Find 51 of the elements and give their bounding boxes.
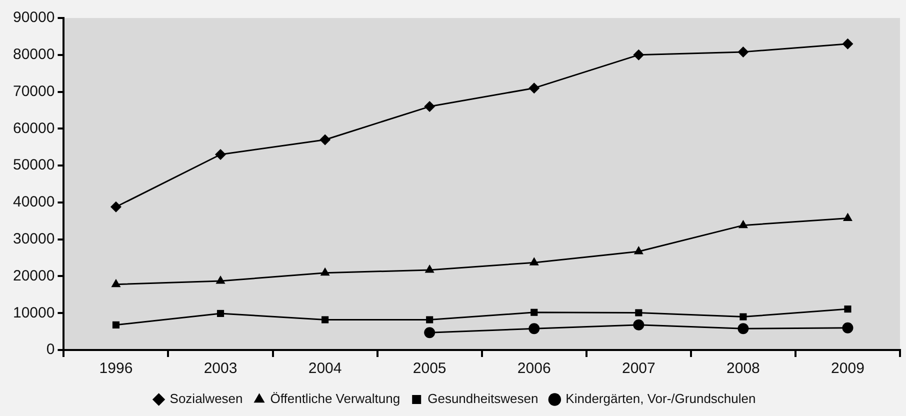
point <box>633 49 644 60</box>
point <box>633 319 644 330</box>
x-tick-label: 2009 <box>831 360 864 378</box>
y-tick-label: 0 <box>46 341 55 358</box>
point <box>842 38 854 50</box>
point <box>529 257 539 266</box>
point <box>842 212 852 222</box>
y-tick-label: 30000 <box>12 230 55 248</box>
x-tick-label: 2008 <box>726 360 760 378</box>
point <box>528 323 540 334</box>
point <box>424 101 436 112</box>
point <box>424 327 436 338</box>
x-tick-label: 2004 <box>308 360 342 378</box>
y-tick-label: 20000 <box>12 267 55 284</box>
x-tick-label: 2006 <box>517 360 551 378</box>
y-tick-label: 80000 <box>12 46 55 64</box>
y-tick-label: 10000 <box>12 304 55 322</box>
point <box>530 308 538 316</box>
point <box>842 322 854 334</box>
point <box>738 323 749 334</box>
legend-label: Gesundheitswesen <box>428 391 538 406</box>
y-tick-label: 90000 <box>12 9 55 26</box>
point <box>216 276 226 284</box>
x-tick-label: 2007 <box>622 360 656 378</box>
point <box>112 321 120 328</box>
point <box>322 316 329 324</box>
point <box>738 46 749 58</box>
point <box>111 278 121 288</box>
y-tick-label: 50000 <box>12 156 55 174</box>
point <box>528 82 540 94</box>
point <box>844 306 852 313</box>
x-tick-label: 2005 <box>412 360 446 378</box>
legend-label: Kindergärten, Vor-/Grundschulen <box>566 391 756 406</box>
point <box>216 310 224 318</box>
point <box>320 267 330 276</box>
point <box>634 246 644 254</box>
y-tick-label: 40000 <box>12 194 55 211</box>
point <box>320 134 331 146</box>
point <box>110 201 122 212</box>
y-tick-label: 70000 <box>12 82 55 100</box>
x-tick-label: 2003 <box>204 360 238 378</box>
legend-label: Öffentliche Verwaltung <box>270 391 400 406</box>
point <box>740 313 747 320</box>
x-tick-label: 1996 <box>99 360 133 378</box>
y-tick-label: 60000 <box>12 120 55 137</box>
point <box>215 148 226 160</box>
point <box>426 316 434 324</box>
legend-label: Sozialwesen <box>170 391 243 406</box>
point <box>424 264 434 273</box>
point <box>738 220 748 228</box>
point <box>635 309 642 316</box>
